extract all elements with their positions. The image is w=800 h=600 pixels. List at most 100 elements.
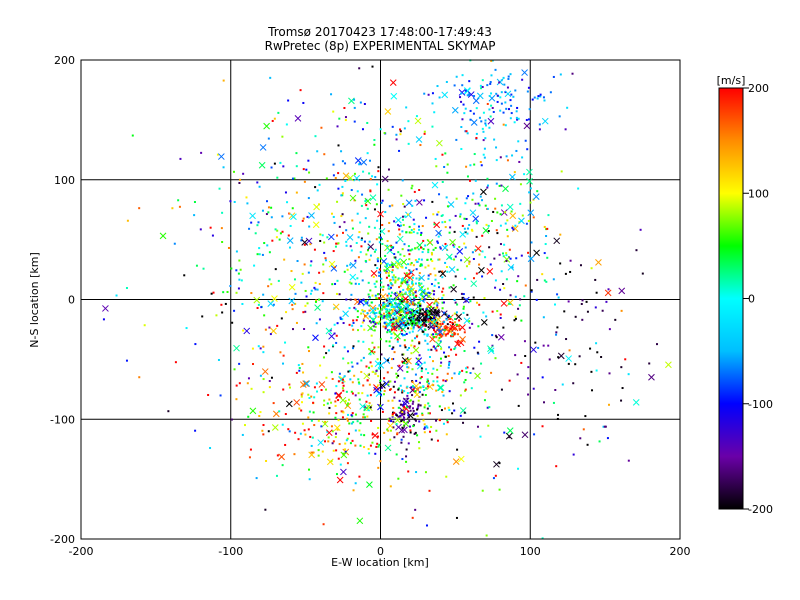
scatter-point-x (402, 420, 410, 428)
x-marker-stroke (487, 345, 494, 353)
scatter-point (313, 396, 316, 399)
scatter-point (391, 325, 394, 328)
scatter-point (396, 278, 399, 281)
scatter-point (508, 302, 511, 305)
scatter-point (531, 98, 534, 101)
scatter-point (555, 331, 558, 334)
scatter-point (419, 404, 422, 407)
scatter-point (268, 326, 271, 329)
scatter-point (353, 199, 356, 202)
scatter-point (568, 349, 571, 352)
scatter-point (267, 430, 270, 433)
scatter-point (499, 224, 502, 227)
scatter-point (392, 331, 395, 334)
scatter-point (388, 302, 391, 305)
scatter-point (379, 404, 382, 407)
scatter-point (402, 319, 405, 322)
scatter-point (490, 74, 493, 77)
scatter-point (409, 263, 412, 266)
colorbar-tick-label: -100 (748, 398, 773, 411)
x-marker-stroke (362, 299, 370, 307)
chart-subtitle: RwPretec (8p) EXPERIMENTAL SKYMAP (265, 39, 496, 53)
scatter-point (434, 347, 437, 350)
x-marker-stroke (290, 213, 297, 221)
scatter-point (388, 329, 391, 332)
scatter-point (259, 411, 262, 414)
x-marker-stroke (435, 325, 443, 333)
scatter-point (514, 295, 517, 298)
scatter-point (444, 380, 447, 383)
scatter-point (386, 294, 389, 297)
scatter-point (125, 286, 128, 289)
scatter-point (391, 310, 394, 313)
scatter-point (448, 360, 451, 363)
scatter-point (420, 375, 423, 378)
scatter-point (302, 371, 305, 374)
scatter-point (410, 327, 413, 330)
scatter-point (259, 347, 262, 350)
scatter-point (415, 379, 418, 382)
scatter-point (435, 333, 438, 336)
scatter-point (410, 386, 413, 389)
scatter-point (330, 93, 333, 96)
scatter-point (368, 240, 371, 243)
scatter-point (348, 422, 351, 425)
scatter-point-x (373, 386, 380, 394)
scatter-point-x (487, 117, 495, 125)
scatter-point (327, 436, 330, 439)
scatter-point (441, 221, 444, 224)
scatter-point (439, 364, 442, 367)
x-marker-stroke (271, 295, 278, 302)
scatter-point (332, 174, 335, 177)
scatter-point (608, 372, 611, 375)
scatter-point (418, 312, 421, 315)
x-marker-stroke (386, 297, 393, 305)
scatter-point (370, 419, 373, 422)
scatter-point (435, 307, 438, 310)
scatter-point (346, 264, 349, 267)
scatter-point (270, 166, 273, 169)
scatter-point (344, 448, 347, 451)
scatter-point (354, 394, 357, 397)
scatter-point (358, 283, 361, 286)
scatter-point (462, 103, 465, 106)
scatter-point (410, 287, 413, 290)
x-marker-stroke (367, 243, 375, 251)
scatter-point (480, 87, 483, 90)
scatter-point (530, 241, 533, 244)
colorbar-scale (718, 87, 744, 510)
x-marker-stroke (373, 386, 380, 394)
scatter-point (415, 322, 418, 325)
scatter-point (284, 413, 287, 416)
scatter-point (448, 363, 451, 366)
scatter-point (416, 434, 419, 437)
scatter-point (458, 245, 461, 248)
scatter-point (408, 346, 411, 349)
scatter-point (438, 337, 441, 340)
scatter-point (419, 144, 422, 147)
scatter-point (411, 313, 414, 316)
scatter-point (400, 332, 403, 335)
scatter-point (400, 281, 403, 284)
scatter-point (412, 400, 415, 403)
scatter-point (319, 364, 322, 367)
scatter-point (395, 316, 398, 319)
scatter-point (465, 367, 468, 370)
scatter-point (399, 314, 402, 317)
scatter-point (435, 349, 438, 352)
scatter-point (296, 259, 299, 262)
x-marker-stroke (618, 287, 626, 295)
scatter-point (406, 370, 409, 373)
scatter-point (442, 332, 445, 335)
scatter-point (358, 398, 361, 401)
scatter-point (418, 391, 421, 394)
scatter-point (418, 283, 421, 286)
scatter-point-x (217, 153, 225, 160)
scatter-point (438, 193, 441, 196)
scatter-point-x (618, 287, 626, 295)
scatter-point (404, 291, 407, 294)
scatter-point (427, 320, 430, 323)
y-tick-label: -100 (50, 413, 75, 426)
scatter-point (426, 333, 429, 336)
scatter-point (340, 410, 343, 413)
